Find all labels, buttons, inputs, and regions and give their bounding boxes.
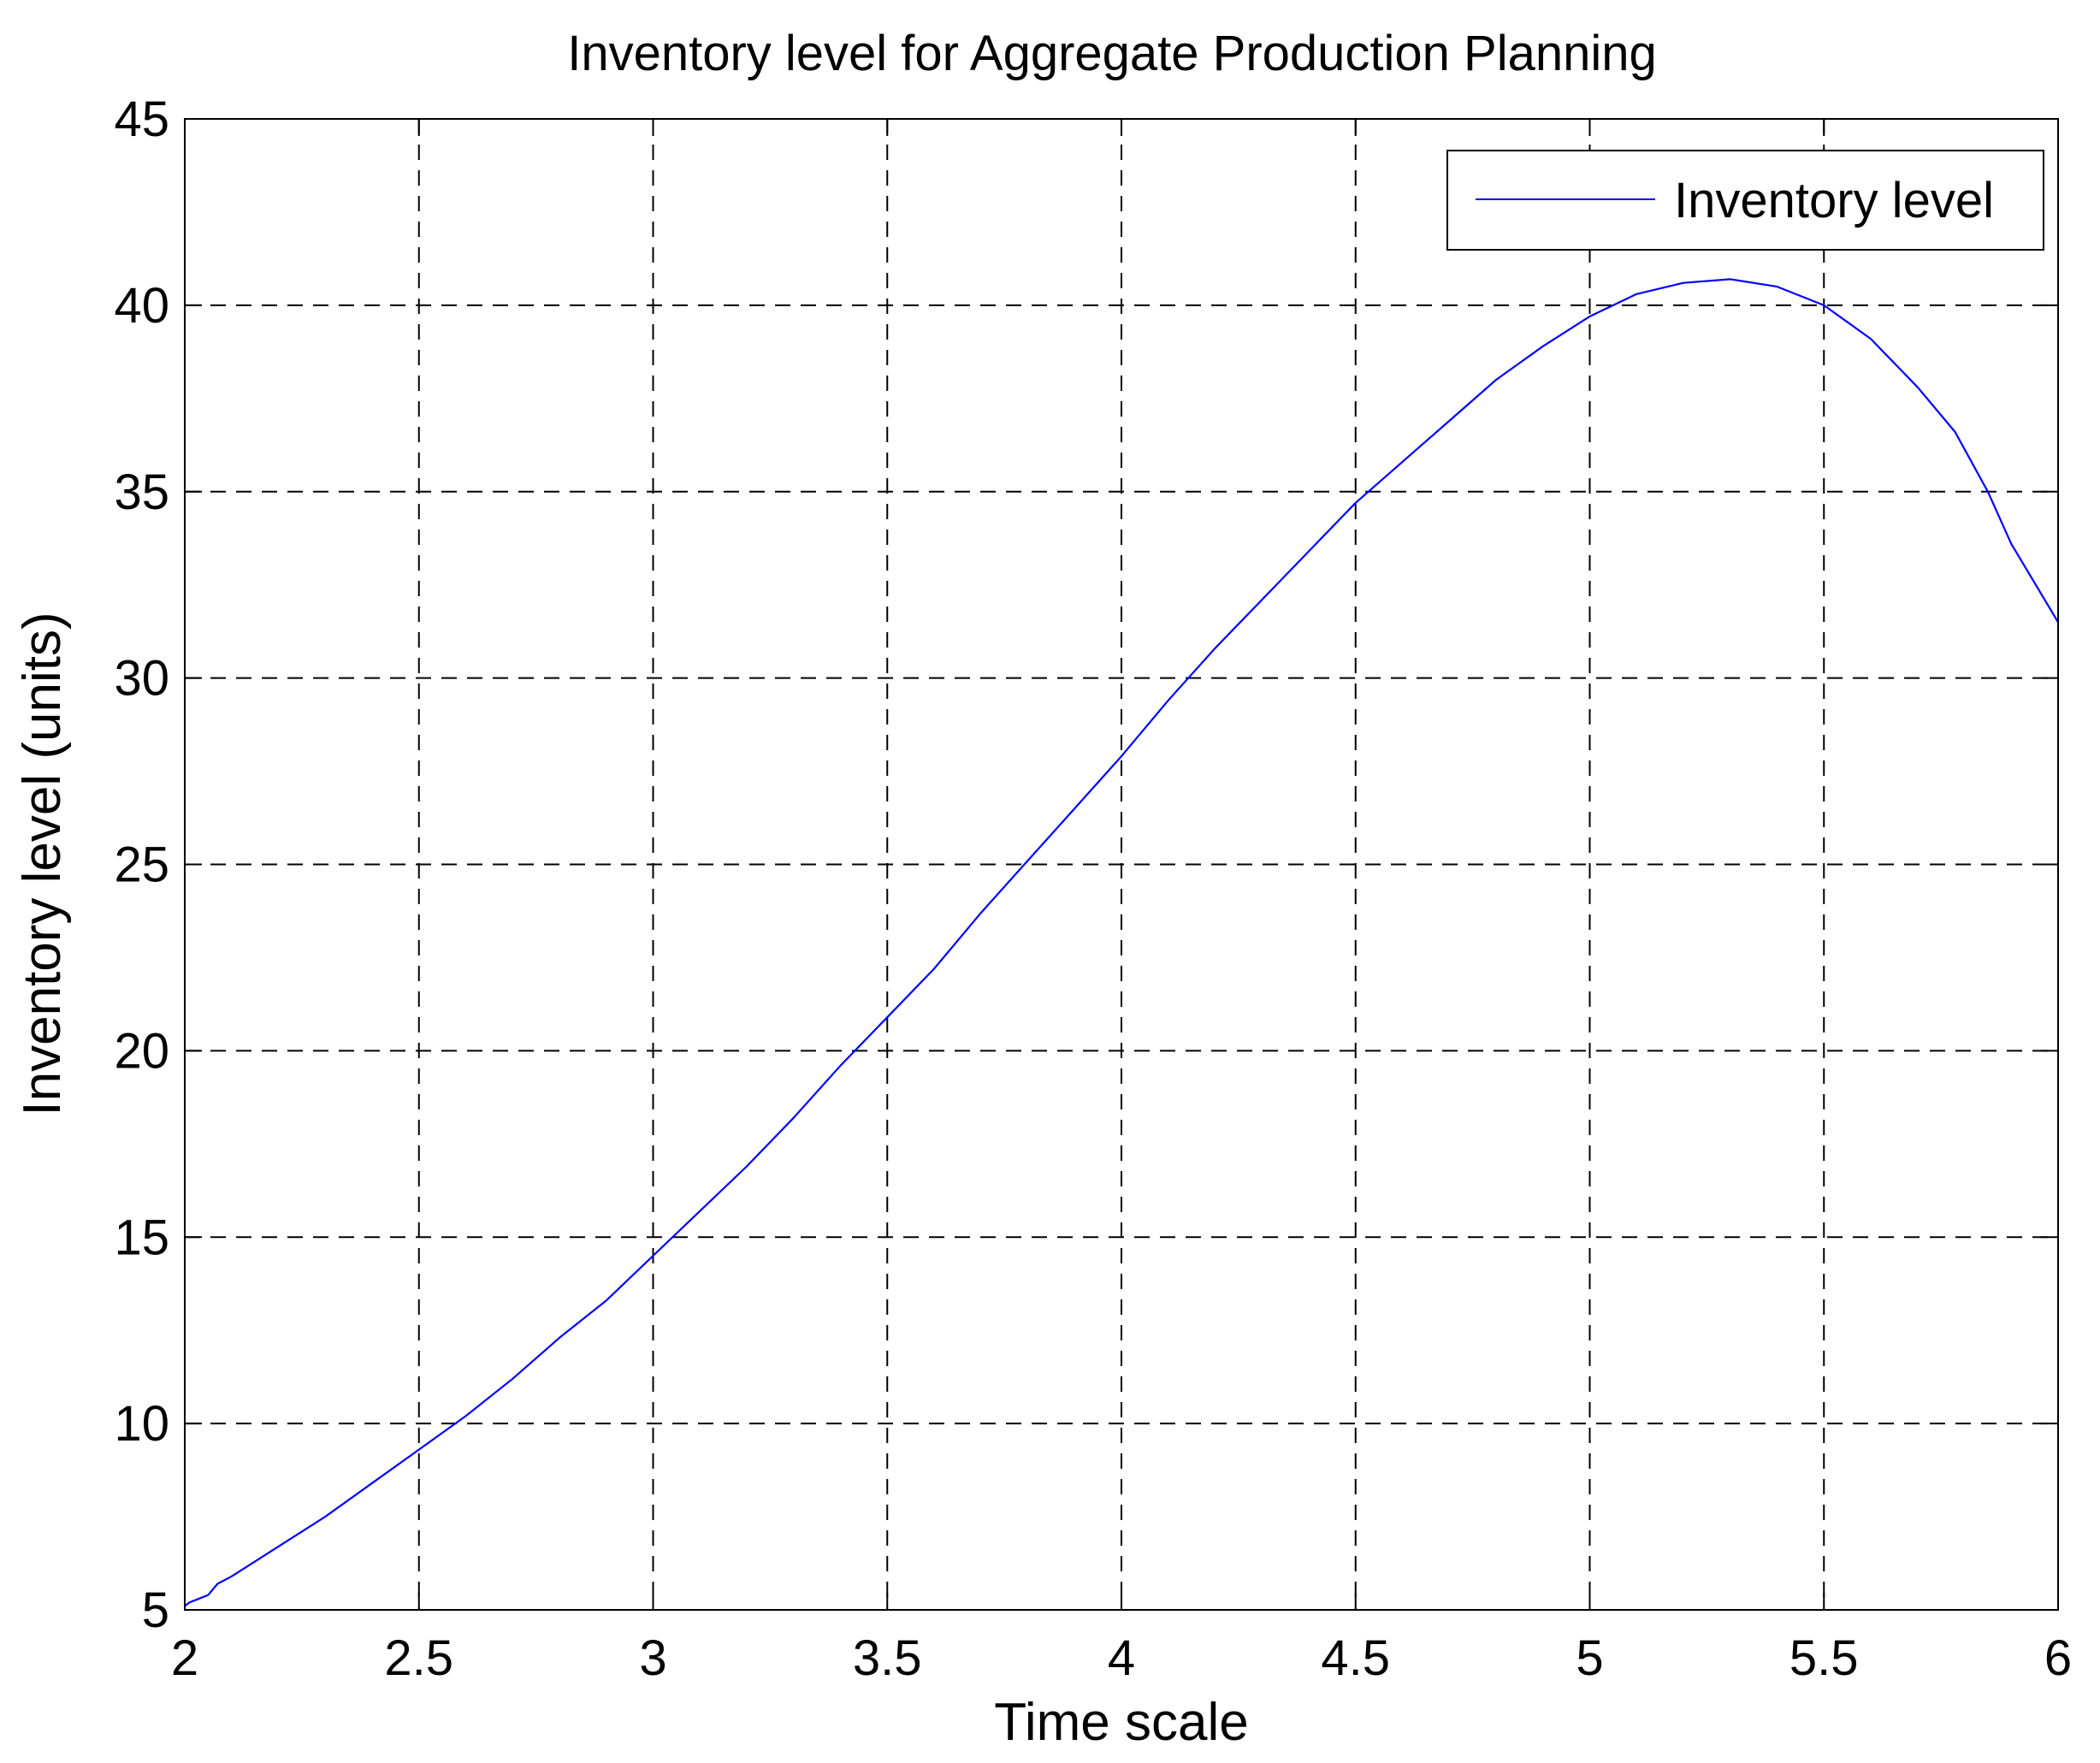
x-tick-label: 5.5 [1789, 1630, 1859, 1686]
series-layer [184, 278, 2059, 1607]
y-axis-label: Inventory level (units) [13, 612, 72, 1115]
y-tick-label: 30 [114, 651, 169, 707]
y-tick-label: 45 [114, 92, 169, 147]
legend: Inventory level [1446, 150, 2044, 251]
chart-title: Inventory level for Aggregate Production… [567, 26, 1657, 81]
x-tick-label: 2.5 [384, 1630, 453, 1686]
axis-ticks: 2 2.5 3 3.5 4 4.5 5 5.5 6 5 10 15 20 25 30 35 40 45 [114, 92, 2072, 1686]
grid-lines [185, 119, 2058, 1610]
x-axis-label: Time scale [994, 1693, 1248, 1752]
y-tick-label: 35 [114, 464, 169, 520]
x-tick-label: 6 [2044, 1630, 2072, 1686]
x-tick-label: 2 [171, 1630, 198, 1686]
y-tick-label: 5 [142, 1583, 169, 1638]
y-tick-label: 20 [114, 1023, 169, 1079]
x-tick-label: 4.5 [1321, 1630, 1390, 1686]
y-tick-label: 25 [114, 837, 169, 893]
y-tick-label: 15 [114, 1210, 169, 1265]
y-tick-label: 10 [114, 1396, 169, 1452]
series-line-inventory-level [184, 278, 2059, 1607]
x-tick-label: 5 [1576, 1630, 1603, 1686]
legend-label: Inventory level [1674, 173, 1994, 228]
y-tick-label: 40 [114, 278, 169, 334]
x-tick-label: 4 [1108, 1630, 1135, 1686]
x-tick-label: 3.5 [853, 1630, 922, 1686]
x-tick-label: 3 [639, 1630, 666, 1686]
